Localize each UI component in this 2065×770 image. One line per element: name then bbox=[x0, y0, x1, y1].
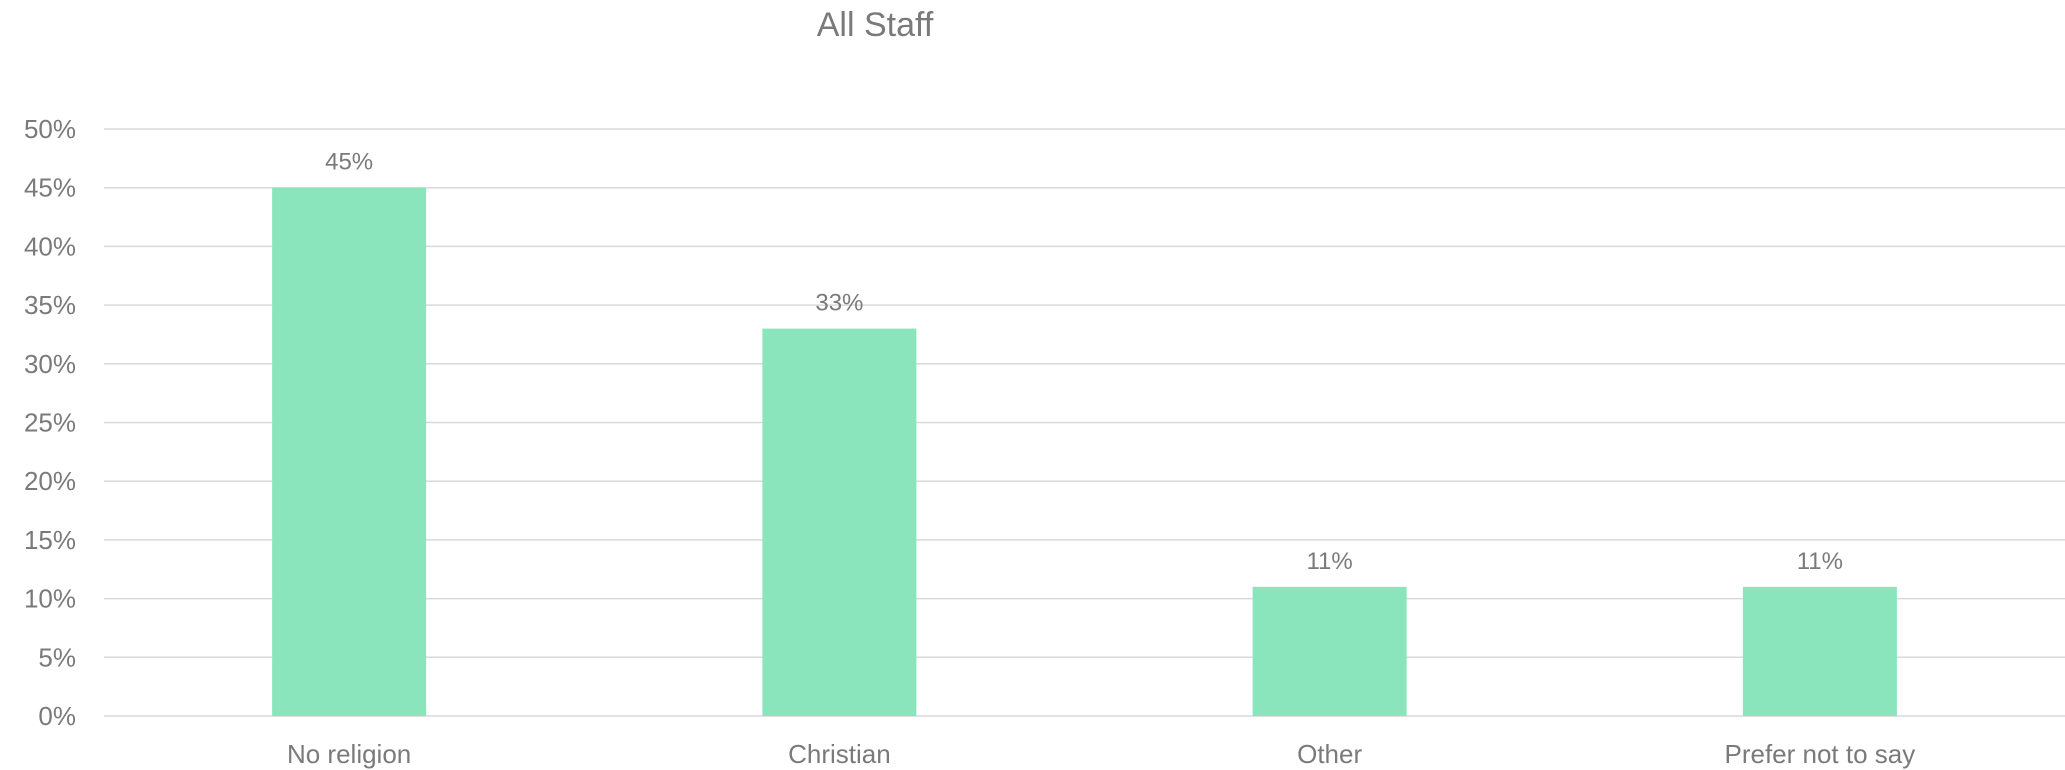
category-label: Other bbox=[1297, 739, 1362, 769]
data-label: 11% bbox=[1306, 548, 1352, 575]
data-labels: 45% 33% 11% 11% bbox=[325, 149, 1843, 575]
y-tick-label: 30% bbox=[24, 349, 76, 379]
y-axis-ticks: 0% 5% 10% 15% 20% 25% 30% 35% 40% 45% 50% bbox=[24, 114, 76, 731]
y-tick-label: 45% bbox=[24, 173, 76, 203]
category-label: No religion bbox=[287, 739, 411, 769]
data-label: 33% bbox=[815, 290, 863, 317]
y-tick-label: 25% bbox=[24, 408, 76, 438]
gridlines bbox=[104, 128, 2065, 717]
y-tick-label: 5% bbox=[38, 642, 76, 672]
data-label: 45% bbox=[325, 149, 373, 176]
y-tick-label: 0% bbox=[38, 701, 76, 731]
bars bbox=[272, 187, 1897, 716]
y-tick-label: 10% bbox=[24, 584, 76, 614]
y-tick-label: 20% bbox=[24, 466, 76, 496]
y-tick-label: 15% bbox=[24, 525, 76, 555]
bar bbox=[1742, 586, 1897, 716]
y-tick-label: 40% bbox=[24, 231, 76, 261]
bar bbox=[1252, 586, 1407, 716]
data-label: 11% bbox=[1797, 548, 1843, 575]
y-tick-label: 35% bbox=[24, 290, 76, 320]
y-tick-label: 50% bbox=[24, 114, 76, 144]
bar bbox=[762, 328, 917, 716]
category-label: Prefer not to say bbox=[1724, 739, 1915, 769]
chart-title: All Staff bbox=[817, 6, 934, 44]
x-axis-categories: No religion Christian Other Prefer not to s… bbox=[287, 739, 1915, 769]
bar bbox=[272, 187, 427, 716]
category-label: Christian bbox=[788, 739, 891, 769]
